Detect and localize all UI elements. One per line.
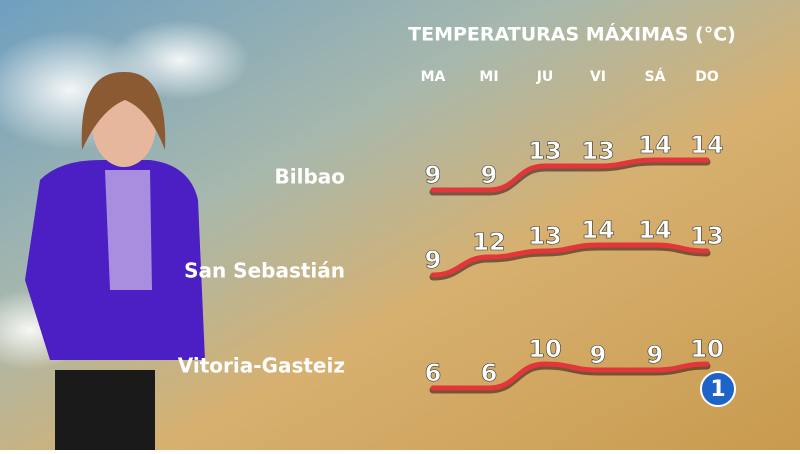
presenter xyxy=(25,71,205,450)
city-label: Vitoria-Gasteiz xyxy=(178,354,345,378)
day-label: SÁ xyxy=(645,68,666,85)
value-label: 9 xyxy=(425,246,442,274)
value-label: 9 xyxy=(647,341,664,369)
day-label: MI xyxy=(479,69,498,85)
value-label: 9 xyxy=(481,161,498,189)
value-label: 14 xyxy=(638,131,671,159)
value-label: 12 xyxy=(472,228,505,256)
value-label: 6 xyxy=(481,359,498,387)
chart-title: TEMPERATURAS MÁXIMAS (°C) xyxy=(408,23,736,46)
city-label: San Sebastián xyxy=(184,259,345,283)
value-label: 13 xyxy=(528,222,561,250)
temperature-line xyxy=(430,157,710,193)
value-label: 10 xyxy=(690,335,723,363)
value-label: 14 xyxy=(638,216,671,244)
value-label: 14 xyxy=(581,216,614,244)
value-label: 13 xyxy=(528,137,561,165)
value-label: 9 xyxy=(590,341,607,369)
logo-text: 1 xyxy=(710,377,725,402)
city-label: Bilbao xyxy=(274,165,345,189)
value-label: 13 xyxy=(581,137,614,165)
temperature-line xyxy=(430,242,710,278)
value-label: 13 xyxy=(690,222,723,250)
day-label: DO xyxy=(695,69,719,85)
day-label: VI xyxy=(590,69,606,85)
value-label: 6 xyxy=(425,359,442,387)
value-label: 9 xyxy=(425,161,442,189)
day-label: JU xyxy=(536,69,554,85)
value-label: 14 xyxy=(690,131,723,159)
day-label: MA xyxy=(421,69,446,85)
value-label: 10 xyxy=(528,335,561,363)
temperature-line xyxy=(430,361,710,391)
channel-logo: 1 xyxy=(700,371,736,407)
